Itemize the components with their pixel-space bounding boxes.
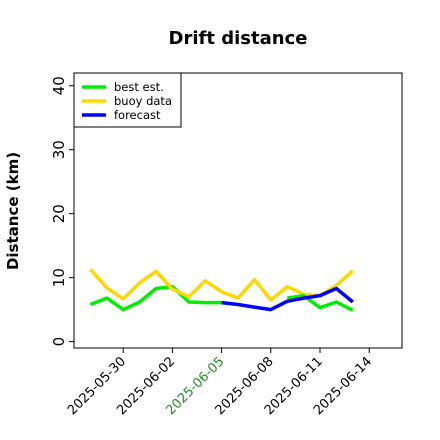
y-axis: 0 10 20 30 40: [50, 76, 74, 346]
series-group: [89, 268, 354, 312]
series-line-buoy-data: [89, 268, 354, 302]
y-tick-label: 30: [50, 140, 68, 159]
y-tick-label: 20: [50, 204, 68, 223]
y-axis-label: Distance (km): [4, 152, 22, 270]
y-tick-label: 0: [50, 337, 68, 347]
series-line-best-est-: [286, 293, 354, 312]
legend-label: forecast: [114, 108, 161, 122]
chart-title: Drift distance: [169, 28, 308, 49]
series-line-best-est-: [89, 284, 222, 312]
series-line-forecast: [221, 286, 354, 312]
y-tick-label: 10: [50, 268, 68, 287]
legend-label: best est.: [114, 80, 164, 94]
y-tick-label: 40: [50, 76, 68, 95]
legend-label: buoy data: [114, 94, 172, 108]
x-axis: 2025-05-302025-06-022025-06-052025-06-08…: [65, 348, 375, 418]
plot-frame: [73, 72, 403, 349]
